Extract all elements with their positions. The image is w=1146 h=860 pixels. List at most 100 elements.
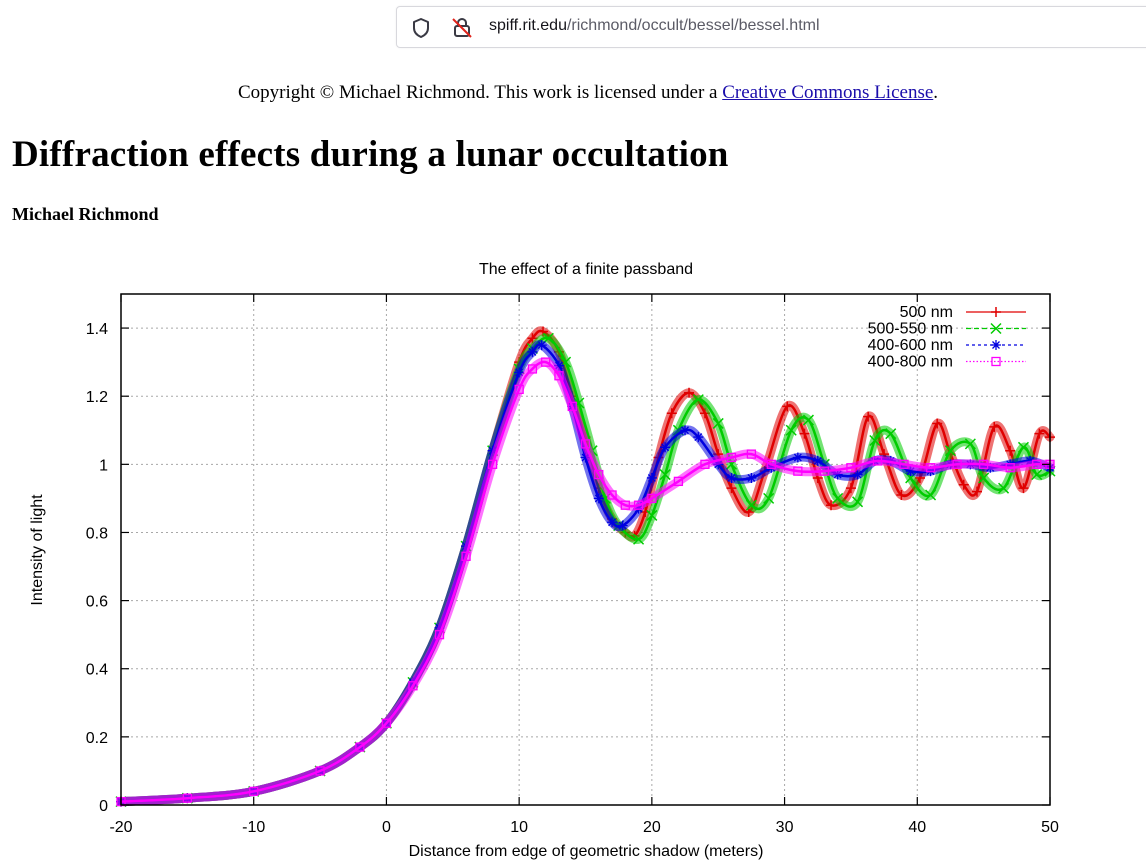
data-point — [726, 483, 737, 494]
data-point — [826, 500, 837, 511]
data-point — [925, 463, 936, 473]
data-point — [594, 469, 604, 480]
y-tick-label: 0 — [99, 798, 108, 815]
y-tick-label: 0.2 — [86, 730, 108, 747]
series-0 — [116, 326, 1055, 807]
data-point — [646, 472, 657, 483]
legend-entry: 400-600 nm — [868, 337, 1026, 354]
data-point — [958, 479, 969, 490]
shield-icon[interactable] — [411, 17, 431, 39]
x-tick-label: 0 — [382, 819, 391, 836]
data-point — [872, 456, 883, 466]
x-tick-label: 40 — [908, 819, 926, 836]
y-tick-label: 0.8 — [86, 525, 108, 542]
data-point — [793, 466, 803, 476]
data-point — [925, 489, 937, 501]
x-tick-label: 50 — [1041, 819, 1059, 836]
x-tick-label: 20 — [643, 819, 661, 836]
data-point — [792, 452, 803, 463]
data-point — [408, 681, 418, 691]
data-point — [989, 421, 1000, 432]
legend-marker — [991, 307, 1001, 317]
data-point — [617, 520, 628, 531]
data-point — [580, 439, 591, 449]
legend-marker — [991, 356, 1001, 367]
data-point — [580, 452, 591, 463]
data-point — [766, 459, 776, 469]
x-tick-label: -10 — [242, 819, 265, 836]
series-line — [120, 336, 1051, 803]
data-point — [461, 551, 471, 561]
data-point — [607, 517, 618, 528]
x-tick-label: -20 — [109, 819, 132, 836]
data-point — [944, 445, 956, 457]
data-point — [745, 499, 757, 511]
series-band — [116, 326, 1055, 807]
copyright-notice: Copyright © Michael Richmond. This work … — [0, 82, 1146, 104]
url-path: /richmond/occult/bessel/bessel.html — [566, 17, 820, 34]
data-point — [680, 425, 691, 436]
grid-lines — [121, 294, 1050, 805]
data-point — [885, 428, 897, 440]
data-point — [964, 438, 976, 450]
data-point — [633, 533, 645, 545]
legend-label: 400-600 nm — [868, 337, 953, 354]
url-text[interactable]: spiff.rit.edu/richmond/occult/bessel/bes… — [489, 17, 820, 35]
data-point — [799, 428, 810, 439]
data-point — [607, 490, 617, 500]
data-point — [712, 417, 724, 429]
data-point — [527, 333, 538, 344]
data-point — [978, 459, 989, 469]
data-point — [536, 340, 547, 351]
data-point — [852, 496, 864, 508]
y-tick-label: 1 — [99, 457, 108, 474]
data-point — [620, 500, 630, 510]
plot-frame — [120, 293, 1051, 806]
data-point — [514, 367, 525, 378]
data-point — [972, 486, 983, 497]
x-axis-label: Distance from edge of geometric shadow (… — [409, 843, 764, 860]
axis-ticks: -20 -10 0 10 20 30 40 50 0 0.2 0.4 0.6 0.8 1 1.2 1.4 — [86, 294, 1059, 836]
data-point — [541, 357, 551, 367]
data-point — [832, 469, 843, 480]
legend-label: 500-550 nm — [868, 321, 953, 338]
address-bar[interactable]: spiff.rit.edu/richmond/occult/bessel/bes… — [396, 6, 1146, 48]
data-point — [673, 476, 684, 487]
intensity-chart: The effect of a finite passband -20 -10 0 1… — [29, 261, 1059, 860]
data-point — [726, 472, 737, 483]
data-point — [633, 500, 644, 510]
data-point — [846, 463, 856, 473]
data-point — [932, 418, 943, 429]
data-point — [355, 742, 365, 752]
y-tick-label: 1.4 — [86, 321, 108, 338]
broken-lock-icon[interactable] — [451, 16, 473, 38]
data-point — [647, 493, 657, 504]
data-point — [514, 384, 524, 395]
data-point — [182, 793, 193, 803]
data-point — [666, 408, 677, 419]
data-point — [845, 483, 856, 494]
creative-commons-link[interactable]: Creative Commons License — [722, 82, 934, 103]
data-point — [646, 509, 658, 521]
chart-title: The effect of a finite passband — [479, 261, 693, 278]
y-tick-label: 0.6 — [86, 594, 108, 611]
data-point — [527, 346, 538, 357]
x-tick-label: 10 — [510, 819, 528, 836]
url-domain: spiff.rit.edu — [489, 17, 567, 34]
data-point — [746, 472, 757, 483]
data-point — [553, 360, 564, 371]
data-point — [952, 459, 962, 469]
data-point — [802, 414, 814, 426]
legend-entry: 500 nm — [900, 304, 1026, 321]
x-tick-label: 30 — [776, 819, 794, 836]
legend-label: 500 nm — [900, 304, 953, 321]
data-point — [593, 493, 604, 504]
y-tick-label: 0.4 — [86, 662, 108, 679]
data-point — [998, 482, 1010, 494]
data-point — [746, 449, 757, 459]
data-point — [1032, 459, 1042, 469]
data-point — [978, 472, 990, 484]
data-point — [1031, 469, 1043, 481]
series-1 — [115, 332, 1056, 808]
